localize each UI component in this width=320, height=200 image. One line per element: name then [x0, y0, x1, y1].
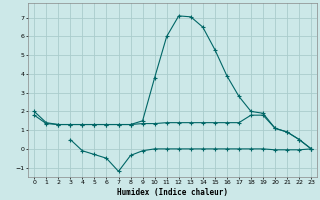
X-axis label: Humidex (Indice chaleur): Humidex (Indice chaleur)	[117, 188, 228, 197]
